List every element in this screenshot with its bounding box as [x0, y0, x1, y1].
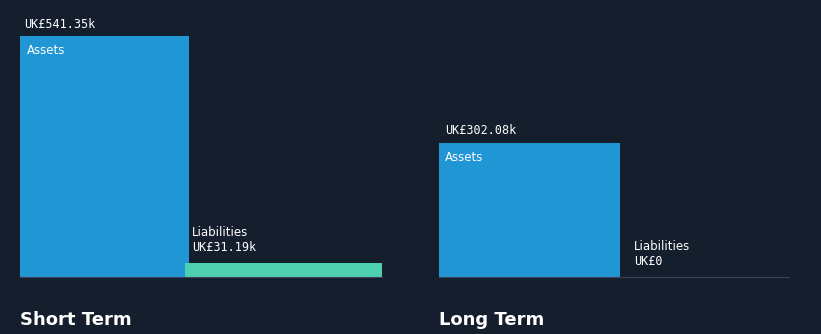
Text: Liabilities: Liabilities	[191, 226, 248, 239]
Text: UK£541.35k: UK£541.35k	[25, 18, 95, 31]
Text: Short Term: Short Term	[21, 311, 132, 329]
Text: UK£0: UK£0	[634, 255, 663, 268]
Bar	[186, 263, 383, 277]
Bar	[21, 36, 190, 277]
Text: Long Term: Long Term	[438, 311, 544, 329]
Text: UK£302.08k: UK£302.08k	[445, 124, 516, 137]
Text: Liabilities: Liabilities	[634, 240, 690, 253]
Text: Assets: Assets	[445, 151, 484, 164]
Bar	[438, 143, 620, 277]
Text: Assets: Assets	[27, 44, 65, 57]
Text: UK£31.19k: UK£31.19k	[191, 241, 256, 255]
